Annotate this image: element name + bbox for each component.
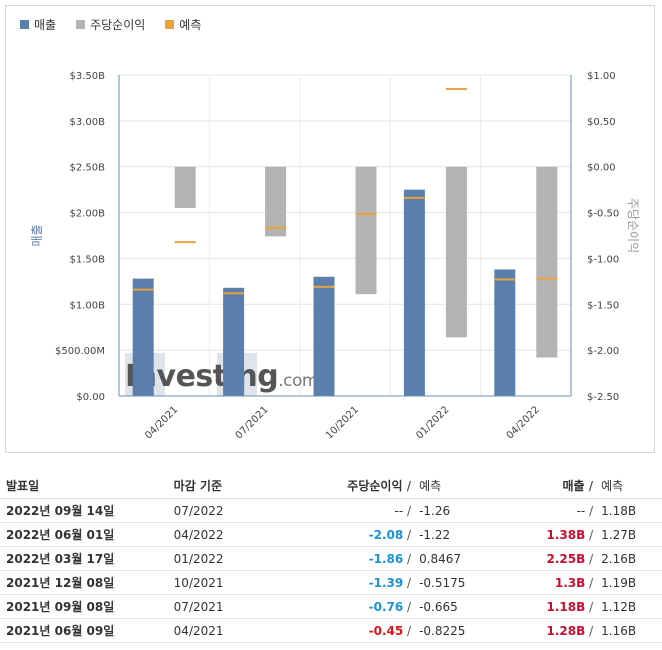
cell-period: 07/2021 xyxy=(167,594,294,619)
revenue-bar xyxy=(403,189,425,396)
legend-label-eps: 주당순이익 xyxy=(90,18,146,32)
right-tick-label: $0.00 xyxy=(587,163,616,174)
eps-bar xyxy=(536,166,558,358)
table-row: 2021년 06월 09일 04/2021 -0.45 /-0.8225 1.28B … xyxy=(0,618,662,643)
cell-date: 2022년 03월 17일 xyxy=(0,546,168,571)
right-tick-label: $0.50 xyxy=(587,117,616,128)
x-tick-label: 07/2021 xyxy=(234,404,271,441)
header-period[interactable]: 마감 기준 xyxy=(167,472,294,499)
cell-revenue: 1.3B / xyxy=(507,570,596,595)
x-tick-label: 04/2022 xyxy=(505,404,542,441)
cell-revenue-forecast: 1.19B xyxy=(595,570,662,595)
right-tick-label: $-1.00 xyxy=(587,254,619,265)
cell-date: 2021년 06월 09일 xyxy=(0,618,168,643)
cell-revenue: 1.28B / xyxy=(507,618,596,643)
watermark-logo: Investing.com xyxy=(125,359,318,394)
cell-revenue: 1.18B / xyxy=(507,594,596,619)
legend-item-forecast[interactable]: 예측 xyxy=(165,16,201,33)
earnings-table: 발표일 마감 기준 주당순이익 / 예측 매출 / 예측 2022년 09월 1… xyxy=(0,472,662,643)
eps-bar xyxy=(445,166,467,338)
revenue-bar xyxy=(313,276,335,396)
right-tick-label: $-0.50 xyxy=(587,209,619,220)
cell-eps-forecast: -0.665 xyxy=(413,594,508,619)
header-revenue[interactable]: 매출 / xyxy=(507,472,596,499)
legend-swatch-revenue xyxy=(20,20,29,29)
legend-item-revenue[interactable]: 매출 xyxy=(20,16,56,33)
left-tick-label: $2.00B xyxy=(70,209,106,220)
right-tick-label: $-2.00 xyxy=(587,346,619,357)
cell-date: 2021년 09월 08일 xyxy=(0,594,168,619)
revenue-bar xyxy=(132,278,154,396)
cell-eps-forecast: -1.26 xyxy=(413,498,508,523)
cell-date: 2021년 12월 08일 xyxy=(0,570,168,595)
cell-eps-forecast: -0.5175 xyxy=(413,570,508,595)
left-tick-label: $3.00B xyxy=(70,117,106,128)
cell-period: 01/2022 xyxy=(167,546,294,571)
cell-eps: -- / xyxy=(293,498,414,523)
header-eps[interactable]: 주당순이익 / xyxy=(293,472,414,499)
cell-date: 2022년 09월 14일 xyxy=(0,498,168,523)
header-revenue-forecast[interactable]: 예측 xyxy=(595,472,662,499)
cell-eps-forecast: -1.22 xyxy=(413,522,508,547)
revenue-bar xyxy=(494,269,516,396)
cell-period: 10/2021 xyxy=(167,570,294,595)
cell-revenue-forecast: 2.16B xyxy=(595,546,662,571)
chart-panel: 매출 주당순이익 예측 Investing.com $0.00 $500.00M $… xyxy=(5,5,655,453)
table-row: 2022년 06월 01일 04/2022 -2.08 /-1.22 1.38B /1… xyxy=(0,522,662,547)
earnings-chart: Investing.com $0.00 $500.00M $1.00B $1.50B $… xyxy=(30,71,640,441)
cell-eps: -1.86 / xyxy=(293,546,414,571)
cell-eps: -0.45 / xyxy=(293,618,414,643)
x-tick-label: 04/2021 xyxy=(143,404,180,441)
left-tick-label: $1.00B xyxy=(70,300,106,311)
header-eps-forecast[interactable]: 예측 xyxy=(413,472,508,499)
legend-swatch-eps xyxy=(76,20,86,29)
eps-bar xyxy=(355,166,377,295)
cell-revenue: 1.38B / xyxy=(507,522,596,547)
chart-legend: 매출 주당순이익 예측 xyxy=(20,16,201,33)
cell-revenue: 2.25B / xyxy=(507,546,596,571)
cell-revenue: -- / xyxy=(507,498,596,523)
cell-period: 04/2022 xyxy=(167,522,294,547)
table-row: 2022년 09월 14일 07/2022 -- / -1.26 -- /1.18B xyxy=(0,498,662,523)
cell-revenue-forecast: 1.16B xyxy=(595,618,662,643)
left-axis-title: 매출 xyxy=(30,224,44,246)
cell-eps: -0.76 / xyxy=(293,594,414,619)
left-tick-label: $1.50B xyxy=(70,254,106,265)
table-row: 2021년 12월 08일 10/2021 -1.39 /-0.5175 1.3B /… xyxy=(0,570,662,595)
cell-period: 04/2021 xyxy=(167,618,294,643)
right-tick-label: $-1.50 xyxy=(587,300,619,311)
cell-date: 2022년 06월 01일 xyxy=(0,522,168,547)
left-tick-label: $2.50B xyxy=(70,163,106,174)
eps-bar xyxy=(265,166,287,237)
right-axis-title: 주당순이익 xyxy=(626,198,640,253)
right-tick-label: $-2.50 xyxy=(587,392,619,403)
cell-revenue-forecast: 1.12B xyxy=(595,594,662,619)
table-row: 2021년 09월 08일 07/2021 -0.76 /-0.665 1.18B /… xyxy=(0,594,662,619)
cell-eps: -1.39 / xyxy=(293,570,414,595)
legend-label-revenue: 매출 xyxy=(34,18,57,32)
eps-bar xyxy=(174,166,196,208)
cell-revenue-forecast: 1.27B xyxy=(595,522,662,547)
x-tick-label: 01/2022 xyxy=(414,404,451,441)
cell-eps-forecast: 0.8467 xyxy=(413,546,508,571)
table-row: 2022년 03월 17일 01/2022 -1.86 /0.8467 2.25B /… xyxy=(0,546,662,571)
revenue-bar xyxy=(223,287,245,396)
cell-revenue-forecast: 1.18B xyxy=(595,498,662,523)
legend-swatch-forecast xyxy=(165,20,175,29)
x-tick-label: 10/2021 xyxy=(324,404,361,441)
left-tick-label: $500.00M xyxy=(55,346,105,357)
right-tick-label: $1.00 xyxy=(587,71,616,82)
cell-period: 07/2022 xyxy=(167,498,294,523)
cell-eps-forecast: -0.8225 xyxy=(413,618,508,643)
header-date[interactable]: 발표일 xyxy=(0,472,168,499)
left-tick-label: $3.50B xyxy=(70,71,106,82)
left-tick-label: $0.00 xyxy=(76,392,105,403)
table-header-row: 발표일 마감 기준 주당순이익 / 예측 매출 / 예측 xyxy=(0,472,662,499)
legend-label-forecast: 예측 xyxy=(179,18,202,32)
legend-item-eps[interactable]: 주당순이익 xyxy=(76,16,145,33)
cell-eps: -2.08 / xyxy=(293,522,414,547)
